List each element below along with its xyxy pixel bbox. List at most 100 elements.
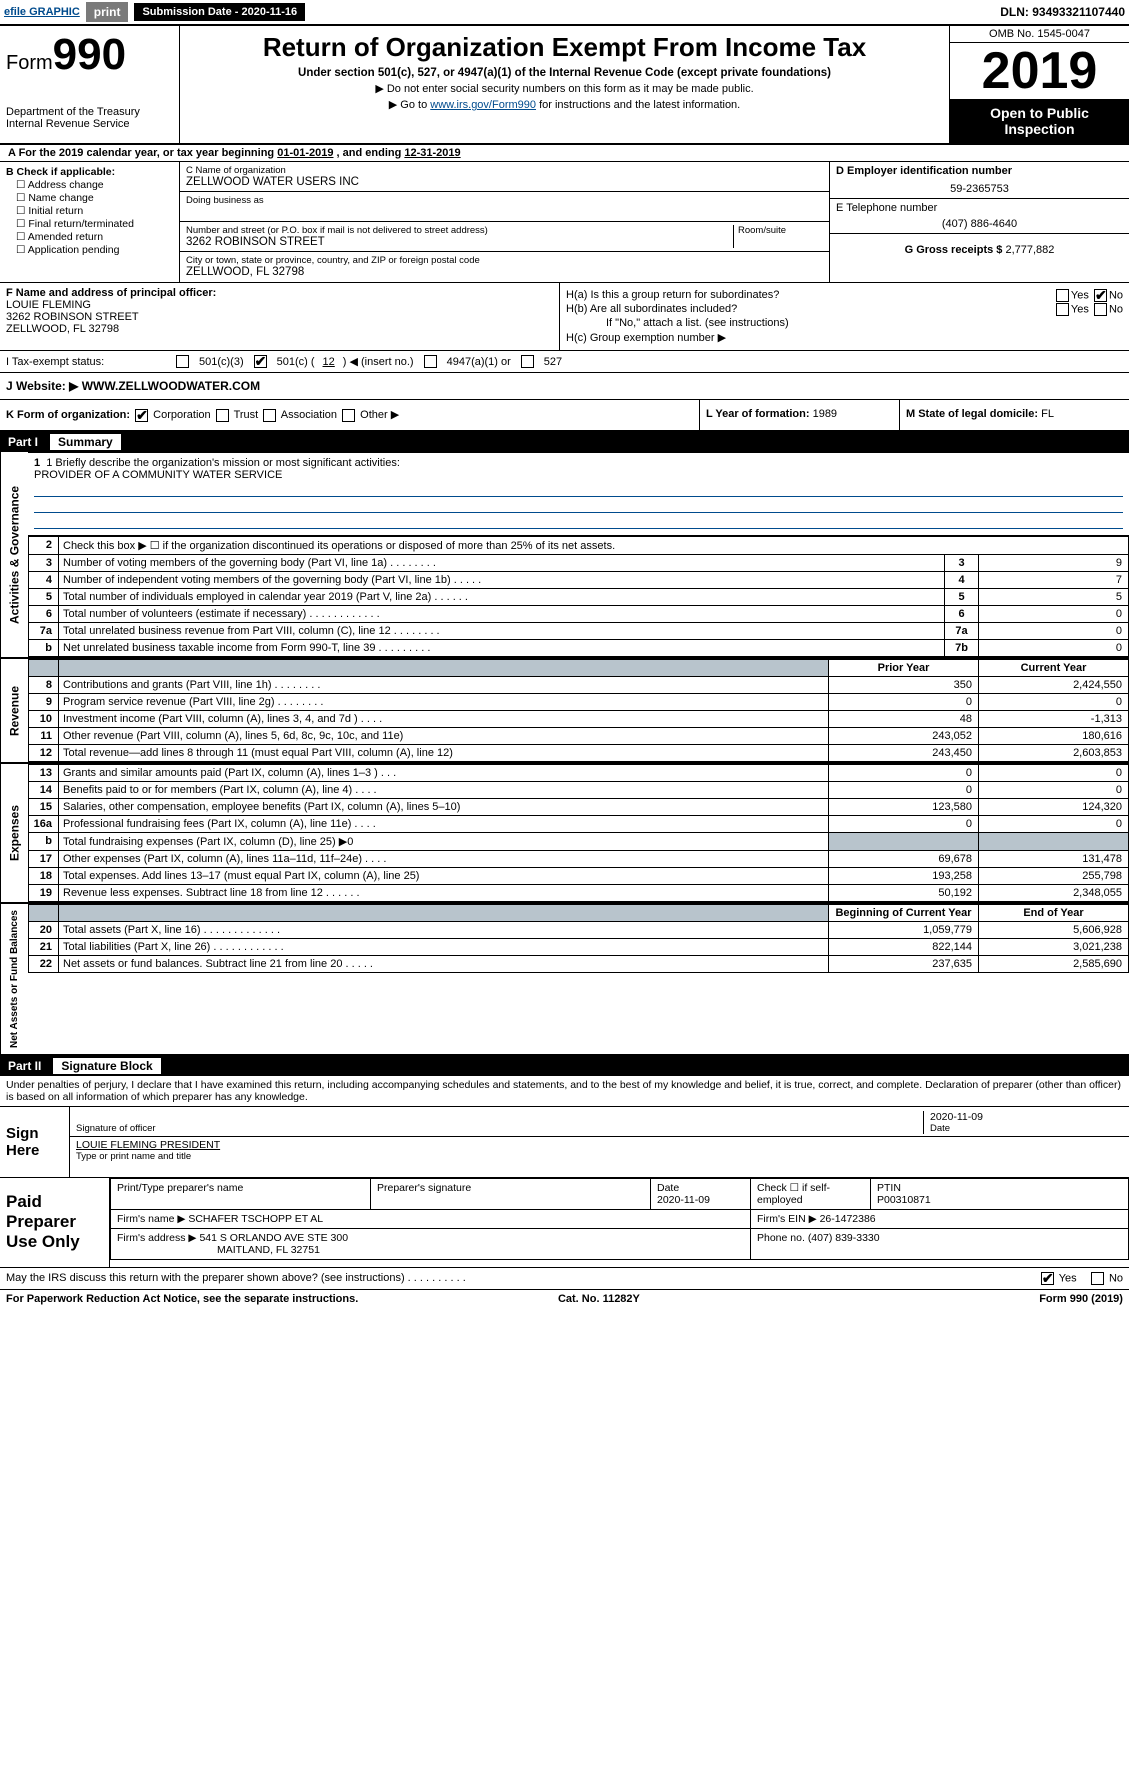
- l2: Check this box ▶ ☐ if the organization d…: [59, 536, 1129, 554]
- I-501c-num: 12: [323, 356, 335, 368]
- l8-d: Contributions and grants (Part VIII, lin…: [59, 676, 829, 693]
- cb-name-change[interactable]: ☐ Name change: [16, 192, 173, 204]
- G-label: G Gross receipts $: [905, 244, 1003, 256]
- section-governance: Activities & Governance 1 1 Briefly desc…: [0, 452, 1129, 659]
- Hb-label: H(b) Are all subordinates included?: [566, 303, 737, 315]
- row-KLM: K Form of organization: Corporation Trus…: [0, 400, 1129, 432]
- l22-c: 2,585,690: [979, 955, 1129, 972]
- header-mid: Return of Organization Exempt From Incom…: [180, 26, 949, 143]
- efile-link[interactable]: efile GRAPHIC: [4, 6, 80, 18]
- mission-line: [34, 515, 1123, 529]
- K-corp[interactable]: [135, 409, 148, 422]
- K-trust[interactable]: [216, 409, 229, 422]
- I-501c[interactable]: [254, 355, 267, 368]
- l20-d: Total assets (Part X, line 16) . . . . .…: [59, 921, 829, 938]
- paid-date: 2020-11-09: [657, 1194, 710, 1206]
- F-block: F Name and address of principal officer:…: [0, 283, 560, 350]
- l10-c: -1,313: [979, 710, 1129, 727]
- paid-h5: PTIN: [877, 1182, 901, 1194]
- l10-d: Investment income (Part VIII, column (A)…: [59, 710, 829, 727]
- mission-q: 1 Briefly describe the organization's mi…: [46, 457, 400, 469]
- l4-d: Number of independent voting members of …: [59, 571, 945, 588]
- header-right: OMB No. 1545-0047 2019 Open to Public In…: [949, 26, 1129, 143]
- part2-title: Signature Block: [53, 1058, 160, 1074]
- l18-c: 255,798: [979, 867, 1129, 884]
- l11-p: 243,052: [829, 727, 979, 744]
- dept-treasury: Department of the Treasury: [6, 106, 173, 118]
- cb-address-change[interactable]: ☐ Address change: [16, 179, 173, 191]
- hdr-prior: Prior Year: [829, 659, 979, 676]
- cb-application-pending[interactable]: ☐ Application pending: [16, 244, 173, 256]
- C-name-label: C Name of organization: [186, 165, 823, 176]
- K-other[interactable]: [342, 409, 355, 422]
- form-header: Form990 Department of the Treasury Inter…: [0, 26, 1129, 145]
- paid-firm-lbl: Firm's name ▶: [117, 1213, 185, 1225]
- I-501c3[interactable]: [176, 355, 189, 368]
- l13-c: 0: [979, 764, 1129, 781]
- cb-initial-return[interactable]: ☐ Initial return: [16, 205, 173, 217]
- paid-label: Paid Preparer Use Only: [0, 1178, 110, 1267]
- paid-ein: 26-1472386: [820, 1213, 876, 1225]
- l3-v: 9: [979, 554, 1129, 571]
- M-block: M State of legal domicile: FL: [899, 400, 1129, 430]
- l6-d: Total number of volunteers (estimate if …: [59, 605, 945, 622]
- l11-c: 180,616: [979, 727, 1129, 744]
- irs-link[interactable]: www.irs.gov/Form990: [430, 99, 536, 111]
- discuss-no[interactable]: [1091, 1272, 1104, 1285]
- l20-c: 5,606,928: [979, 921, 1129, 938]
- l5-d: Total number of individuals employed in …: [59, 588, 945, 605]
- part1-label: Part I: [8, 435, 50, 449]
- side-governance: Activities & Governance: [0, 452, 28, 657]
- cb-final-return[interactable]: ☐ Final return/terminated: [16, 218, 173, 230]
- discuss-q: May the IRS discuss this return with the…: [6, 1272, 466, 1284]
- print-button[interactable]: print: [86, 2, 129, 22]
- open-public: Open to Public Inspection: [950, 99, 1129, 143]
- C-dba-label: Doing business as: [186, 195, 823, 206]
- sig-officer-label: Signature of officer: [76, 1123, 923, 1134]
- mission-line: [34, 499, 1123, 513]
- C-name: ZELLWOOD WATER USERS INC: [186, 176, 823, 188]
- l13-p: 0: [829, 764, 979, 781]
- l8-p: 350: [829, 676, 979, 693]
- row-I: I Tax-exempt status: 501(c)(3) 501(c) (1…: [0, 351, 1129, 373]
- K-assoc[interactable]: [263, 409, 276, 422]
- mission-line: [34, 483, 1123, 497]
- I-4947[interactable]: [424, 355, 437, 368]
- paid-addr2: MAITLAND, FL 32751: [117, 1244, 320, 1256]
- I-label: I Tax-exempt status:: [6, 356, 166, 368]
- hdr-begin: Beginning of Current Year: [829, 904, 979, 921]
- l14-p: 0: [829, 781, 979, 798]
- form-title: Return of Organization Exempt From Incom…: [188, 32, 941, 63]
- footer-cat: Cat. No. 11282Y: [558, 1293, 640, 1305]
- l21-d: Total liabilities (Part X, line 26) . . …: [59, 938, 829, 955]
- paid-h2: Preparer's signature: [371, 1178, 651, 1209]
- E-val: (407) 886-4640: [836, 218, 1123, 230]
- L-block: L Year of formation: 1989: [699, 400, 899, 430]
- section-expenses: Expenses 13Grants and similar amounts pa…: [0, 764, 1129, 904]
- mission-val: PROVIDER OF A COMMUNITY WATER SERVICE: [34, 469, 1123, 481]
- l7b-v: 0: [979, 639, 1129, 656]
- discuss-row: May the IRS discuss this return with the…: [0, 1268, 1129, 1290]
- Ha-no[interactable]: [1094, 289, 1107, 302]
- gov-table: 2Check this box ▶ ☐ if the organization …: [28, 536, 1129, 657]
- form-subtitle: Under section 501(c), 527, or 4947(a)(1)…: [188, 67, 941, 79]
- l16a-d: Professional fundraising fees (Part IX, …: [59, 815, 829, 832]
- side-expenses: Expenses: [0, 764, 28, 902]
- M-val: FL: [1041, 408, 1054, 420]
- Hb-yes[interactable]: [1056, 303, 1069, 316]
- l22-p: 237,635: [829, 955, 979, 972]
- Ha-label: H(a) Is this a group return for subordin…: [566, 289, 779, 301]
- paid-phone-lbl: Phone no.: [757, 1232, 805, 1244]
- net-table: Beginning of Current YearEnd of Year 20T…: [28, 904, 1129, 973]
- row-FH: F Name and address of principal officer:…: [0, 283, 1129, 351]
- discuss-yes[interactable]: [1041, 1272, 1054, 1285]
- M-label: M State of legal domicile:: [906, 408, 1038, 420]
- Hb-no[interactable]: [1094, 303, 1107, 316]
- I-527[interactable]: [521, 355, 534, 368]
- C-city: ZELLWOOD, FL 32798: [186, 266, 823, 278]
- L-val: 1989: [813, 408, 837, 420]
- cb-amended[interactable]: ☐ Amended return: [16, 231, 173, 243]
- submission-date: Submission Date - 2020-11-16: [134, 3, 305, 21]
- Ha-yes[interactable]: [1056, 289, 1069, 302]
- note-goto: ▶ Go to www.irs.gov/Form990 for instruct…: [188, 98, 941, 111]
